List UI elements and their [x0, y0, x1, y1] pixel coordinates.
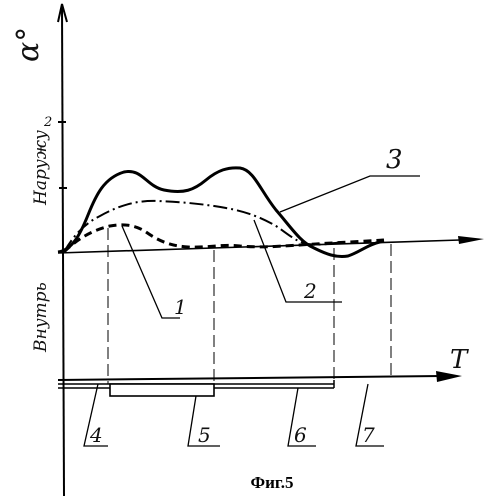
segment-4-label: 4	[89, 423, 103, 447]
region-lower-label: Внутрь	[31, 282, 51, 353]
curve-1-label: 1	[174, 295, 187, 319]
curve-3-label: 3	[386, 145, 403, 175]
time-axis-arrow	[436, 371, 462, 382]
leader-segment-6	[287, 387, 316, 447]
region-upper-label: Наружу	[31, 130, 51, 206]
baseline-axis	[57, 239, 461, 254]
curve-3	[57, 166, 385, 258]
segment-7-label: 7	[362, 423, 375, 447]
time-strip-step	[109, 383, 215, 397]
leader-curve-3	[279, 175, 420, 213]
time-axis	[57, 375, 443, 381]
curve-2	[63, 199, 347, 253]
tick-label: 2	[43, 115, 52, 130]
segment-5-label: 5	[198, 423, 211, 447]
y-axis-label: α°	[11, 27, 46, 62]
leader-curve-1	[121, 225, 180, 319]
curve-1	[62, 223, 385, 254]
baseline-arrow	[458, 236, 484, 244]
time-axis-label: T	[450, 345, 469, 375]
leader-segment-4	[83, 383, 108, 447]
segment-6-label: 6	[294, 423, 307, 447]
leader-curve-2	[253, 219, 342, 303]
vertical-axis-arrow	[57, 3, 68, 23]
leader-segment-7	[355, 383, 384, 447]
curve-2-label: 2	[303, 279, 317, 303]
figure-caption: Фиг.5	[251, 473, 294, 492]
leader-segment-5	[187, 395, 220, 447]
